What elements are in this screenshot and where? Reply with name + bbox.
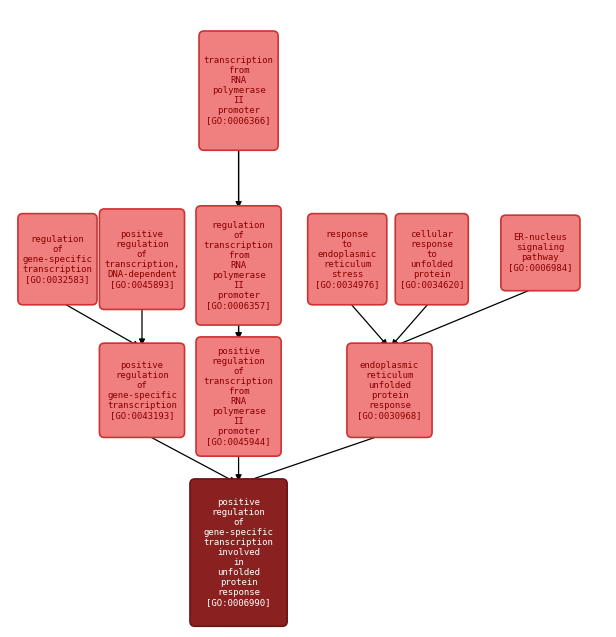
- FancyBboxPatch shape: [196, 337, 281, 456]
- FancyBboxPatch shape: [99, 209, 185, 310]
- Text: positive
regulation
of
gene-specific
transcription
involved
in
unfolded
protein
: positive regulation of gene-specific tra…: [204, 498, 274, 607]
- FancyBboxPatch shape: [501, 215, 580, 290]
- FancyBboxPatch shape: [190, 479, 287, 626]
- Text: endoplasmic
reticulum
unfolded
protein
response
[GO:0030968]: endoplasmic reticulum unfolded protein r…: [357, 361, 422, 420]
- Text: ER-nucleus
signaling
pathway
[GO:0006984]: ER-nucleus signaling pathway [GO:0006984…: [508, 233, 573, 273]
- Text: positive
regulation
of
transcription,
DNA-dependent
[GO:0045893]: positive regulation of transcription, DN…: [104, 229, 180, 289]
- Text: regulation
of
gene-specific
transcription
[GO:0032583]: regulation of gene-specific transcriptio…: [23, 234, 92, 284]
- Text: response
to
endoplasmic
reticulum
stress
[GO:0034976]: response to endoplasmic reticulum stress…: [315, 229, 379, 289]
- FancyBboxPatch shape: [99, 343, 185, 438]
- Text: regulation
of
transcription
from
RNA
polymerase
II
promoter
[GO:0006357]: regulation of transcription from RNA pol…: [204, 221, 274, 310]
- Text: positive
regulation
of
transcription
from
RNA
polymerase
II
promoter
[GO:0045944: positive regulation of transcription fro…: [204, 347, 274, 447]
- FancyBboxPatch shape: [347, 343, 432, 438]
- FancyBboxPatch shape: [308, 213, 387, 304]
- FancyBboxPatch shape: [196, 206, 281, 325]
- Text: cellular
response
to
unfolded
protein
[GO:0034620]: cellular response to unfolded protein [G…: [400, 229, 464, 289]
- FancyBboxPatch shape: [18, 213, 97, 304]
- FancyBboxPatch shape: [199, 31, 278, 150]
- Text: positive
regulation
of
gene-specific
transcription
[GO:0043193]: positive regulation of gene-specific tra…: [107, 361, 177, 420]
- Text: transcription
from
RNA
polymerase
II
promoter
[GO:0006366]: transcription from RNA polymerase II pro…: [204, 56, 274, 125]
- FancyBboxPatch shape: [395, 213, 468, 304]
